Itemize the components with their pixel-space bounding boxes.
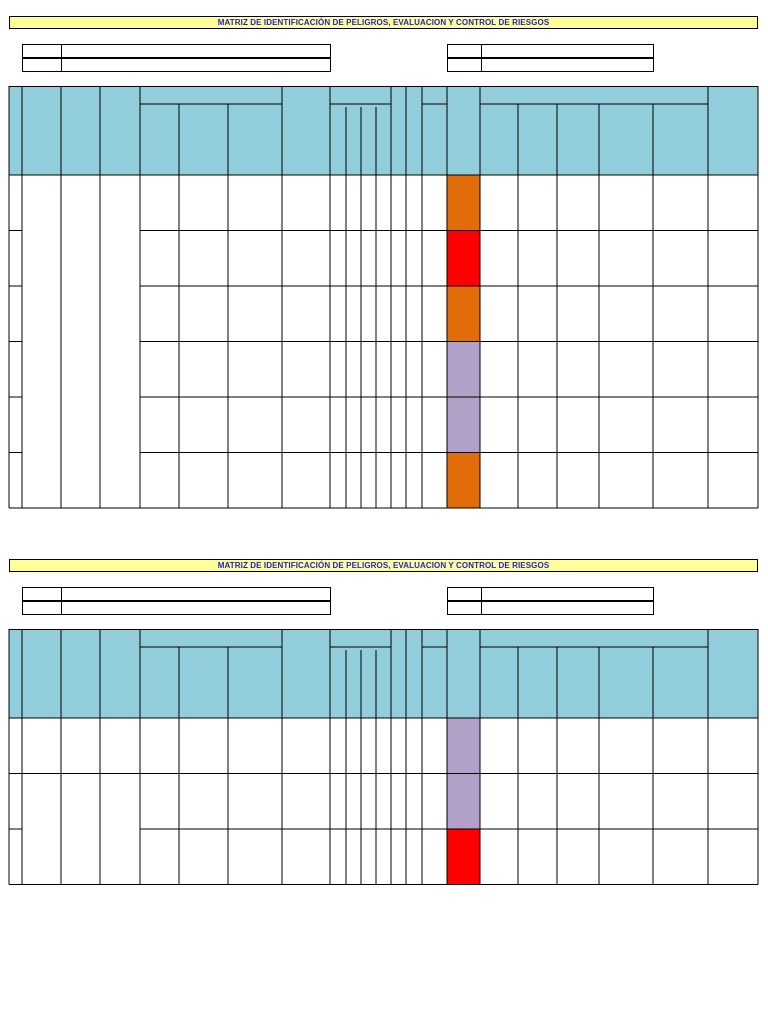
info-value-cell[interactable] xyxy=(481,587,654,601)
info-value-cell[interactable] xyxy=(481,601,654,615)
header-background xyxy=(9,86,758,175)
info-box-left-2 xyxy=(22,587,331,616)
info-box-right-2 xyxy=(447,587,654,616)
risk-matrix-table-2 xyxy=(8,629,759,885)
info-box-right-1 xyxy=(447,44,654,73)
info-label-cell xyxy=(22,44,62,58)
info-value-cell[interactable] xyxy=(61,58,331,72)
info-row xyxy=(447,58,654,72)
matrix-title-bar-2: MATRIZ DE IDENTIFICACIÓN DE PELIGROS, EV… xyxy=(9,559,758,572)
info-label-cell xyxy=(447,587,482,601)
info-value-cell[interactable] xyxy=(61,44,331,58)
risk-matrix-table-1 xyxy=(8,86,759,509)
info-label-cell xyxy=(22,601,62,615)
info-row xyxy=(447,587,654,601)
risk-level-cell-medium xyxy=(447,397,480,453)
info-row xyxy=(447,44,654,58)
info-value-cell[interactable] xyxy=(481,58,654,72)
risk-level-cell-high xyxy=(447,286,480,342)
info-row xyxy=(22,587,331,601)
info-label-cell xyxy=(447,601,482,615)
header-background xyxy=(9,629,758,718)
matrix-title-2: MATRIZ DE IDENTIFICACIÓN DE PELIGROS, EV… xyxy=(217,561,550,570)
risk-level-cell-high xyxy=(447,175,480,231)
risk-level-cell-medium xyxy=(447,773,480,829)
info-value-cell[interactable] xyxy=(481,44,654,58)
info-row xyxy=(22,58,331,72)
matrix-title-bar-1: MATRIZ DE IDENTIFICACIÓN DE PELIGROS, EV… xyxy=(9,16,758,29)
info-box-left-1 xyxy=(22,44,331,73)
risk-level-cell-high xyxy=(447,452,480,508)
info-label-cell xyxy=(447,58,482,72)
info-value-cell[interactable] xyxy=(61,587,331,601)
info-label-cell xyxy=(447,44,482,58)
matrix-title-1: MATRIZ DE IDENTIFICACIÓN DE PELIGROS, EV… xyxy=(217,18,550,27)
risk-level-cell-medium xyxy=(447,718,480,774)
risk-level-cell-critical xyxy=(447,829,480,885)
risk-level-cell-critical xyxy=(447,230,480,286)
info-row xyxy=(447,601,654,615)
info-value-cell[interactable] xyxy=(61,601,331,615)
info-row xyxy=(22,601,331,615)
risk-level-cell-medium xyxy=(447,341,480,397)
info-row xyxy=(22,44,331,58)
info-label-cell xyxy=(22,587,62,601)
info-label-cell xyxy=(22,58,62,72)
